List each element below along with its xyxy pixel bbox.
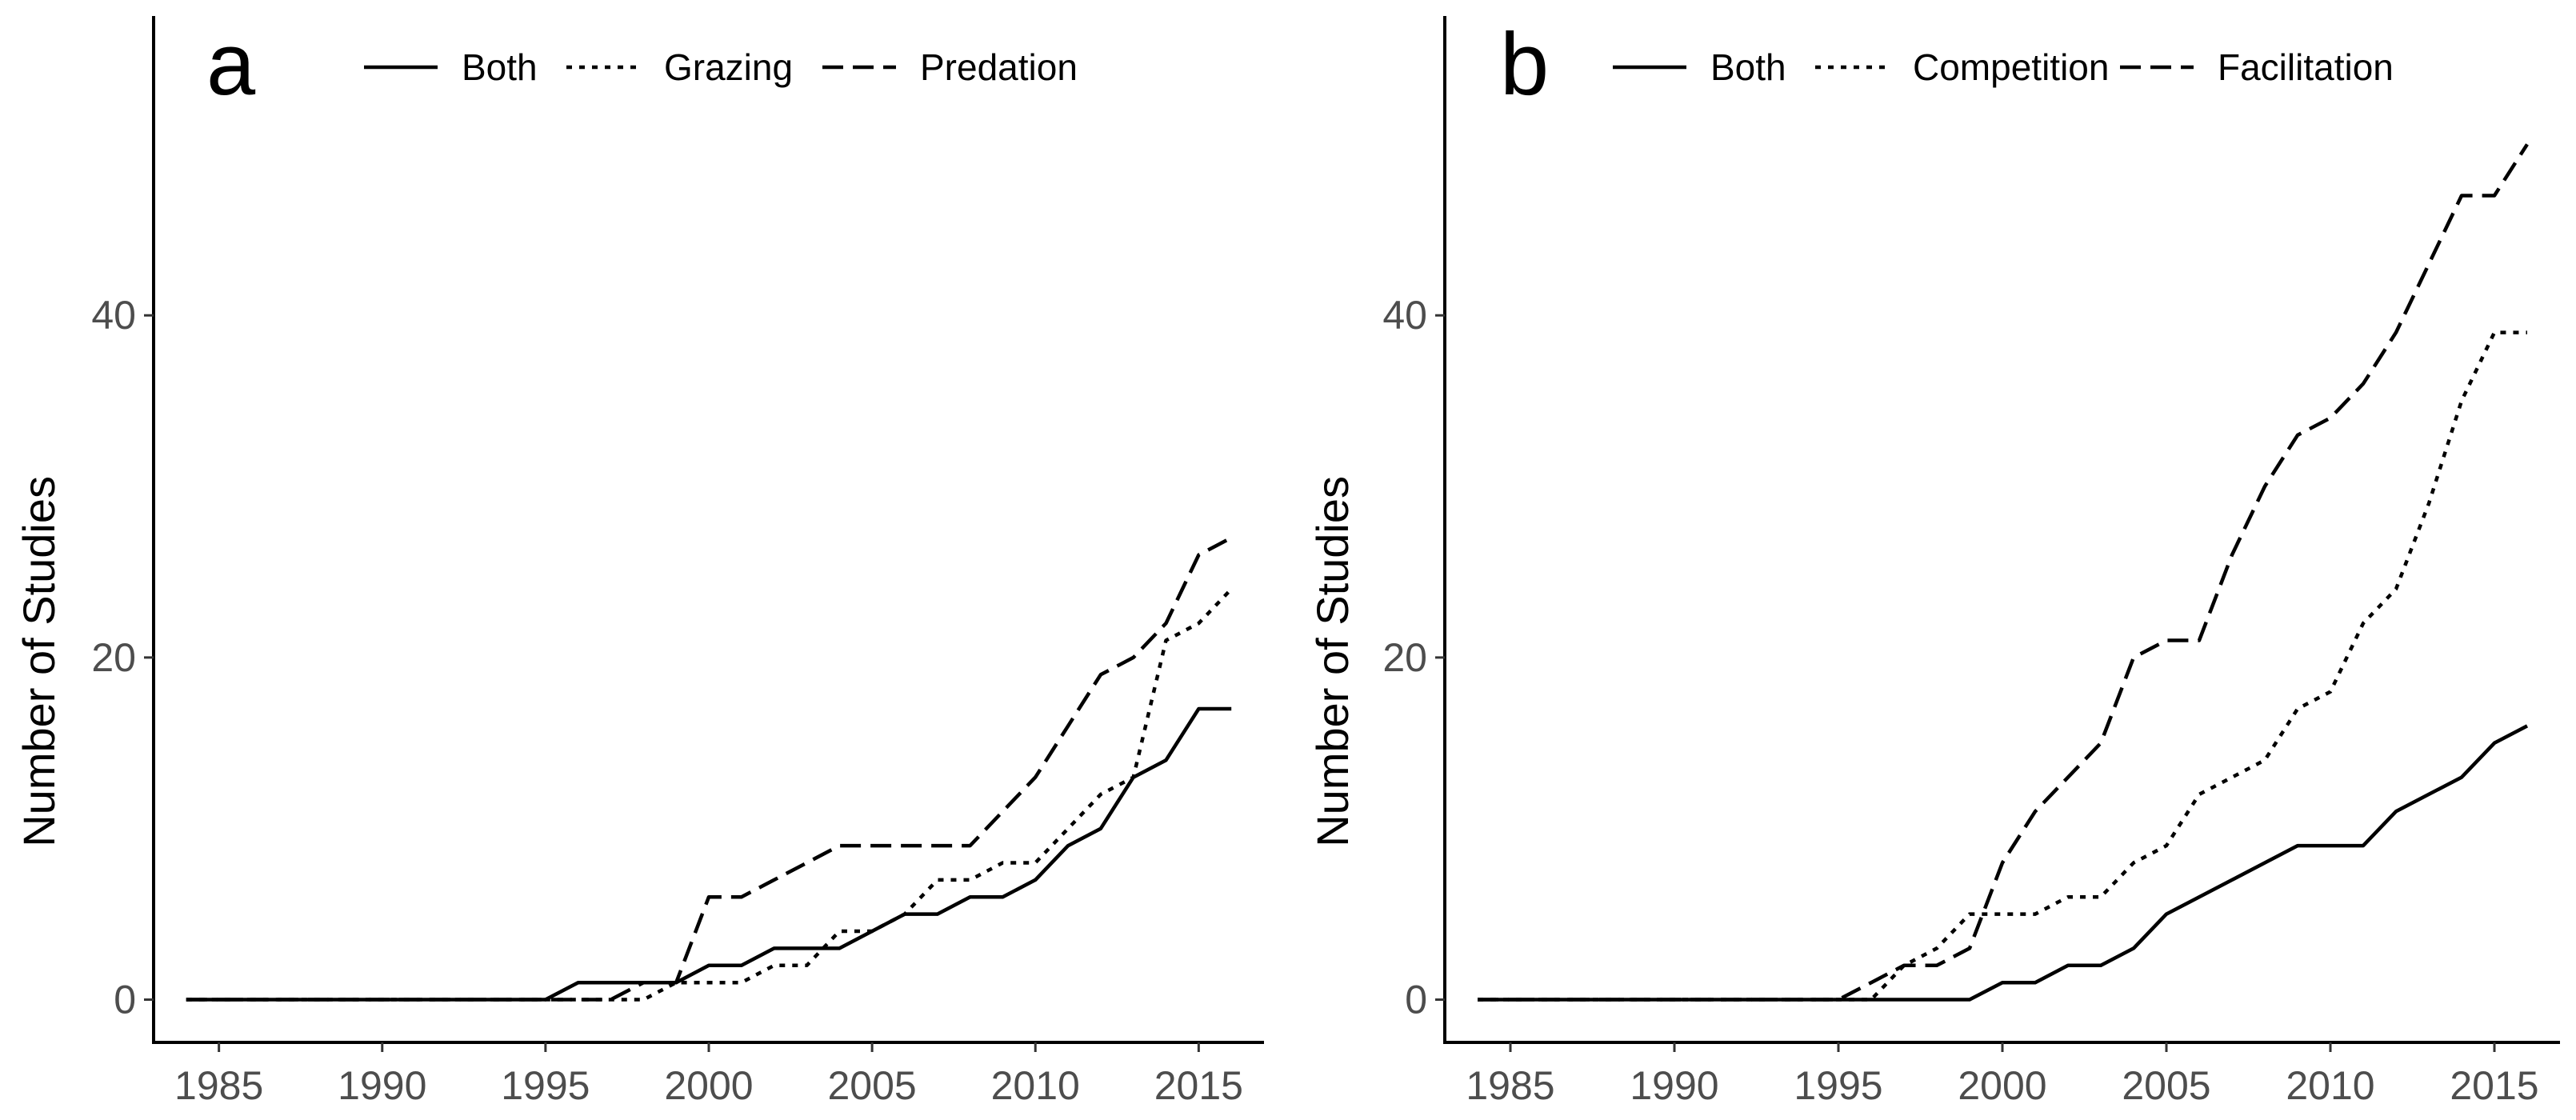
series-line-facilitation: [1478, 143, 2529, 1002]
panel-a: 0 20 40 1985 1990 1995 2000 2005 2010 2015 Number …: [14, 15, 1264, 1108]
legend-label-predation: Predation: [920, 46, 1078, 88]
y-tick-label: 0: [1405, 978, 1427, 1022]
x-tick-label: 2005: [2122, 1063, 2210, 1108]
y-axis-title: Number of Studies: [1307, 476, 1358, 847]
legend: Both Competition Facilitation: [1613, 46, 2394, 88]
x-tick-label: 1995: [501, 1063, 590, 1108]
x-tick-label: 2005: [828, 1063, 917, 1108]
panel-label: a: [206, 15, 256, 114]
y-axis-title: Number of Studies: [14, 476, 64, 847]
series-line-competition: [1478, 330, 2527, 1002]
x-tick-label: 1985: [174, 1063, 263, 1108]
series-line-predation: [186, 536, 1233, 1002]
series-line-grazing: [186, 587, 1233, 1002]
x-tick-label: 2000: [664, 1063, 753, 1108]
y-tick-label: 20: [91, 635, 136, 680]
panel-b: 0 20 40 1985 1990 1995 2000 2005 2010 2015 Number …: [1307, 15, 2560, 1108]
x-tick-label: 1985: [1466, 1063, 1554, 1108]
legend-label-facilitation: Facilitation: [2218, 46, 2394, 88]
x-tick-label: 2015: [1154, 1063, 1243, 1108]
x-tick-label: 2010: [2286, 1063, 2374, 1108]
legend-label-both: Both: [1710, 46, 1786, 88]
x-tick-label: 2015: [2450, 1063, 2538, 1108]
series-line-both: [1478, 724, 2529, 1002]
x-tick-label: 2000: [1958, 1063, 2046, 1108]
x-tick-label: 1990: [1630, 1063, 1718, 1108]
y-tick-label: 40: [1382, 293, 1427, 338]
x-tick-label: 1990: [338, 1063, 426, 1108]
legend-label-grazing: Grazing: [664, 46, 793, 88]
x-tick-label: 2010: [991, 1063, 1080, 1108]
legend: Both Grazing Predation: [364, 46, 1078, 88]
legend-label-both: Both: [462, 46, 538, 88]
y-tick-label: 0: [114, 978, 136, 1022]
panel-label: b: [1500, 15, 1549, 114]
y-tick-label: 20: [1382, 635, 1427, 680]
x-tick-label: 1995: [1794, 1063, 1882, 1108]
legend-label-competition: Competition: [1913, 46, 2109, 88]
series-line-both: [186, 706, 1232, 1002]
y-tick-label: 40: [91, 293, 136, 338]
